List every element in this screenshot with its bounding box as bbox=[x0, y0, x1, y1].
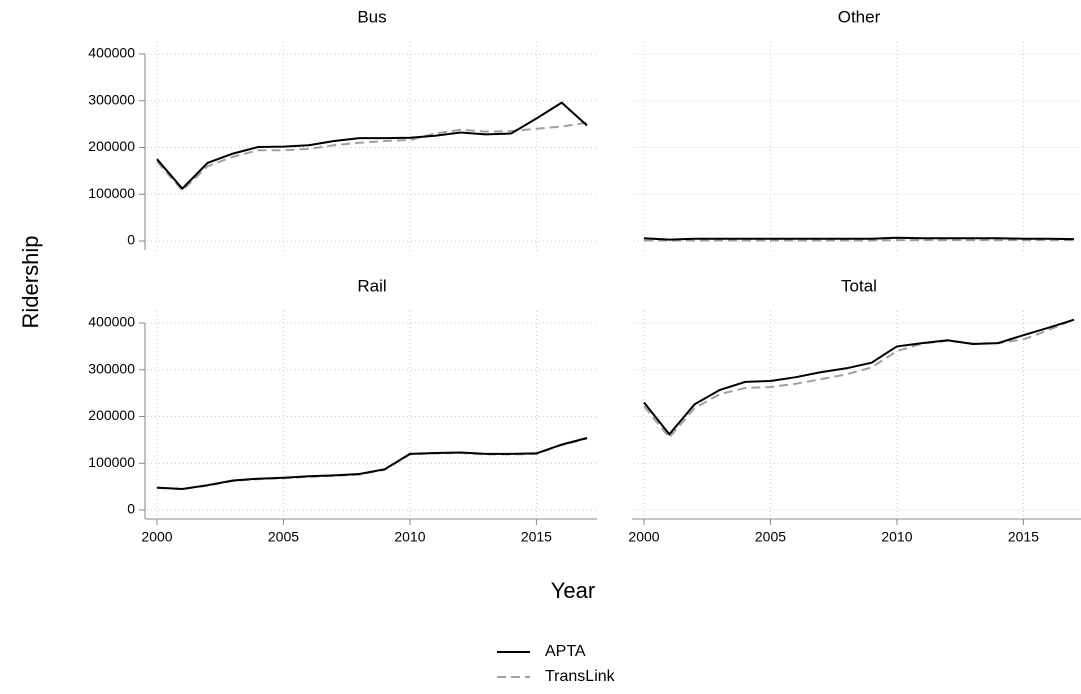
x-axis-title: Year bbox=[551, 578, 595, 603]
x-tick-label: 2015 bbox=[521, 529, 552, 545]
x-tick-label: 2005 bbox=[268, 529, 299, 545]
panel-title: Bus bbox=[357, 7, 386, 26]
panel-title: Rail bbox=[357, 276, 386, 295]
y-tick-label: 0 bbox=[127, 232, 135, 248]
x-tick-label: 2010 bbox=[394, 529, 425, 545]
y-tick-label: 400000 bbox=[88, 314, 135, 330]
y-tick-label: 200000 bbox=[88, 407, 135, 423]
series-line bbox=[156, 101, 588, 191]
y-tick-label: 300000 bbox=[88, 360, 135, 376]
series-line bbox=[156, 121, 588, 192]
x-tick-label: 2005 bbox=[755, 529, 786, 545]
y-tick-label: 300000 bbox=[88, 91, 135, 107]
series-line bbox=[643, 236, 1075, 241]
y-axis-title: Ridership bbox=[18, 236, 43, 329]
panel-title: Other bbox=[838, 7, 881, 26]
y-tick-label: 0 bbox=[127, 501, 135, 517]
x-tick-label: 2010 bbox=[881, 529, 912, 545]
series-line bbox=[643, 318, 1075, 436]
y-tick-label: 400000 bbox=[88, 45, 135, 61]
series-line bbox=[156, 437, 588, 491]
x-tick-label: 2015 bbox=[1008, 529, 1039, 545]
y-tick-label: 200000 bbox=[88, 138, 135, 154]
y-tick-label: 100000 bbox=[88, 185, 135, 201]
y-tick-label: 100000 bbox=[88, 454, 135, 470]
legend-label: TransLink bbox=[545, 668, 616, 685]
series-line bbox=[643, 318, 1075, 440]
x-tick-label: 2000 bbox=[141, 529, 172, 545]
panel-title: Total bbox=[841, 276, 877, 295]
x-tick-label: 2000 bbox=[628, 529, 659, 545]
legend-label: APTA bbox=[545, 643, 586, 660]
